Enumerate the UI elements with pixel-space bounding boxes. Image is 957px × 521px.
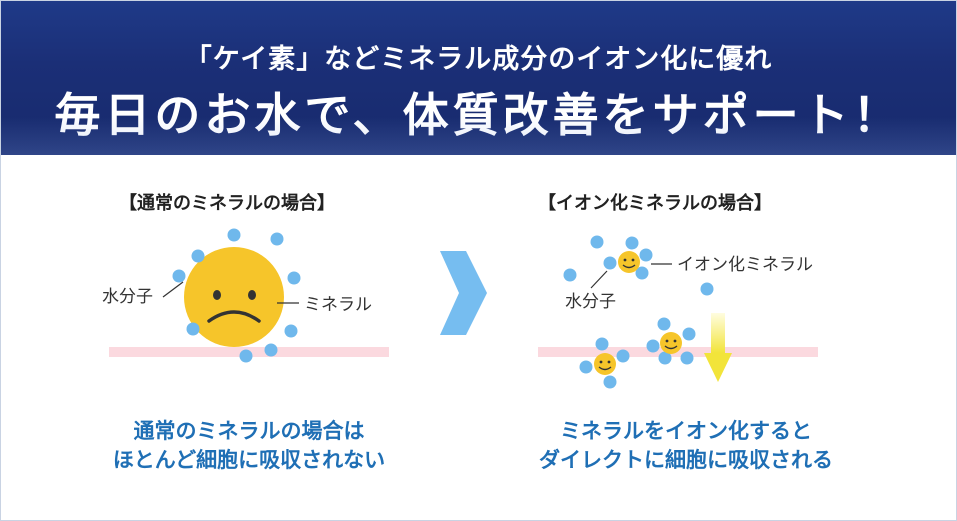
header-subtitle: 「ケイ素」などミネラル成分のイオン化に優れ [184, 44, 773, 75]
header-banner: 「ケイ素」などミネラル成分のイオン化に優れ 毎日のお水で、体質改善をサポート！ [1, 1, 956, 155]
right-caption: ミネラルをイオン化すると ダイレクトに細胞に吸収される [501, 417, 871, 475]
water-leader-line-left [162, 281, 184, 298]
water-leader-line-right [590, 270, 608, 289]
right-caption-line2: ダイレクトに細胞に吸収される [539, 448, 833, 472]
ion-mineral-label: イオン化ミネラル [677, 255, 813, 275]
transition-arrow-icon [440, 251, 487, 335]
mineral-label-left: ミネラル [304, 295, 372, 315]
absorb-down-arrow-icon [704, 313, 732, 382]
ion-mineral-cluster-icon [603, 236, 653, 280]
left-caption: 通常のミネラルの場合は ほとんど細胞に吸収されない [69, 417, 429, 475]
left-caption-line1: 通常のミネラルの場合は [133, 419, 365, 443]
right-panel-heading: 【イオン化ミネラルの場合】 [538, 193, 772, 214]
water-molecule-label-right: 水分子 [565, 292, 616, 312]
cell-membrane-right [538, 347, 818, 357]
water-molecules-right [563, 235, 714, 296]
right-caption-line1: ミネラルをイオン化すると [560, 419, 812, 443]
mineral-sad-face-icon [184, 247, 284, 347]
ion-mineral-cluster-icon [579, 337, 630, 389]
left-caption-line2: ほとんど細胞に吸収されない [112, 448, 386, 472]
ion-mineral-cluster-icon [646, 317, 696, 365]
left-panel-heading: 【通常のミネラルの場合】 [119, 193, 335, 214]
water-molecule-label-left: 水分子 [102, 287, 153, 307]
water-molecules-left [172, 228, 301, 363]
